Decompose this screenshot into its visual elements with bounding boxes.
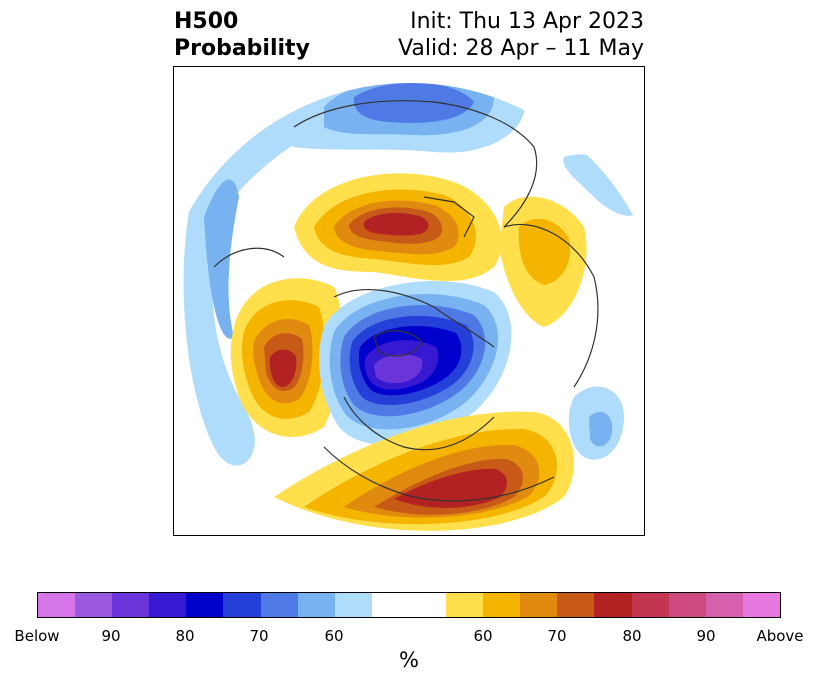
title-type: Probability [174, 36, 310, 61]
colorbar-above-segment [594, 593, 632, 617]
init-date: Init: Thu 13 Apr 2023 [410, 9, 644, 34]
colorbar-below-segment [260, 593, 298, 617]
colorbar-above-segment [557, 593, 595, 617]
colorbar-below-segment [38, 593, 76, 617]
title-variable: H500 [174, 9, 239, 34]
colorbar-above-segment [742, 593, 780, 617]
anomaly-above-russia [294, 173, 502, 282]
colorbar-above-segment [483, 593, 521, 617]
tick-above-90: 90 [696, 627, 716, 645]
colorbar-below-segment [334, 593, 372, 617]
anomaly-below-pacific [183, 85, 404, 466]
chart-title-left: H500 Probability [174, 8, 310, 62]
colorbar-below-segment [186, 593, 224, 617]
anomaly-above-bering [230, 278, 343, 437]
tick-below-60: 60 [324, 627, 344, 645]
map-panel [173, 66, 645, 536]
tick-above-80: 80 [622, 627, 642, 645]
colorbar-above-segment [446, 593, 484, 617]
colorbar-below-segment [149, 593, 187, 617]
tick-above: Above [756, 627, 804, 645]
colorbar-above-segment [631, 593, 669, 617]
colorbar-above-segment [668, 593, 706, 617]
anomaly-above-eastern-us [274, 411, 574, 531]
colorbar-unit-label: % [399, 648, 419, 672]
tick-below: Below [14, 627, 60, 645]
tick-below-80: 80 [175, 627, 195, 645]
colorbar [37, 592, 781, 618]
polar-map [174, 81, 644, 535]
colorbar-below-segment [112, 593, 150, 617]
valid-range: Valid: 28 Apr – 11 May [398, 36, 644, 61]
chart-title-right: Init: Thu 13 Apr 2023 Valid: 28 Apr – 11… [398, 8, 644, 62]
tick-above-70: 70 [547, 627, 567, 645]
colorbar-above-segment [705, 593, 743, 617]
colorbar-below-segment [223, 593, 261, 617]
colorbar-neutral-segment [371, 593, 447, 617]
tick-above-60: 60 [473, 627, 493, 645]
colorbar-below-segment [75, 593, 113, 617]
tick-below-90: 90 [101, 627, 121, 645]
tick-below-70: 70 [249, 627, 269, 645]
anomaly-below-arctic [319, 280, 512, 445]
colorbar-below-segment [297, 593, 335, 617]
coastlines [213, 100, 599, 502]
colorbar-above-segment [520, 593, 558, 617]
